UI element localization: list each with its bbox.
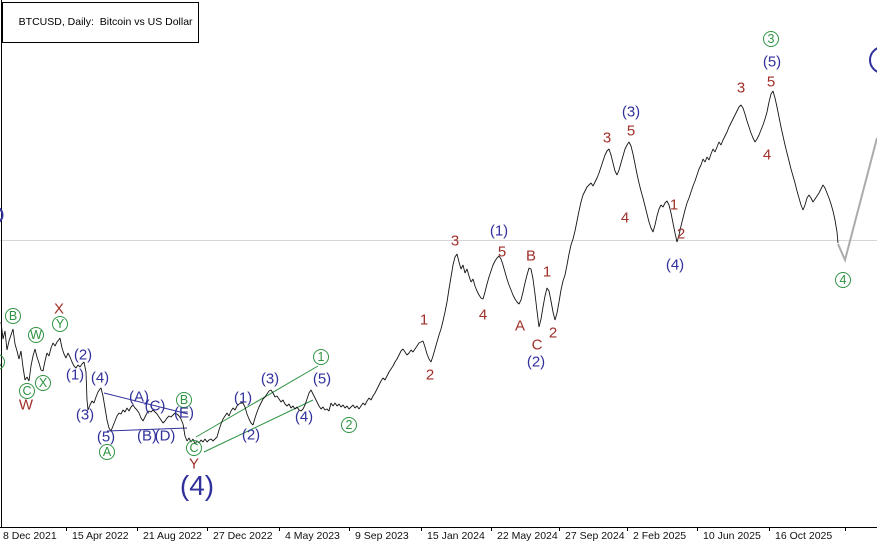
wave-label-minor-3[interactable]: 3 [736, 79, 746, 97]
wave-label-circled-A[interactable]: A [99, 444, 115, 460]
wave-label-intermediate-3[interactable]: (3) [260, 370, 280, 388]
axis-date-label: 9 Sep 2023 [355, 530, 409, 542]
wave-label-intermediate-4[interactable]: (4) [665, 256, 685, 274]
wave-label-intermediate-5[interactable]: (5) [312, 370, 332, 388]
partial-circle-label[interactable] [869, 46, 877, 74]
axis-date-label: 15 Jan 2024 [427, 530, 485, 542]
axis-date-label: 16 Oct 2025 [775, 530, 833, 542]
wave-label-minor-3[interactable]: 3 [602, 129, 612, 147]
wave-label-intermediate-2[interactable]: (2) [73, 346, 93, 364]
axis-date-label: 4 May 2023 [285, 530, 340, 542]
wave-label-intermediate-D[interactable]: (D) [154, 427, 176, 445]
wave-label-intermediate-A[interactable]: (A) [129, 388, 149, 406]
wave-label-intermediate-B[interactable]: (B) [137, 427, 157, 445]
wave-label-minor-A[interactable]: A [514, 317, 526, 335]
wave-label-minor-4[interactable]: 4 [478, 306, 488, 324]
axis-date-label: 22 May 2024 [497, 530, 558, 542]
wave-label-minor-5[interactable]: 5 [497, 243, 507, 261]
wave-label-circled-Y[interactable]: Y [52, 316, 68, 332]
wave-label-minor-Y[interactable]: Y [188, 455, 200, 473]
wave-label-minor-1[interactable]: 1 [419, 311, 429, 329]
axis-date-label: 10 Jun 2025 [703, 530, 761, 542]
axis-date-label: 8 Dec 2021 [3, 530, 57, 542]
wave-label-intermediate-E[interactable]: (E) [174, 404, 194, 422]
wave-label-minor-2[interactable]: 2 [425, 366, 435, 384]
wave-label-circled-2[interactable]: 2 [341, 417, 357, 433]
wave-label-minor-X[interactable]: X [53, 300, 65, 318]
wave-label-circled-B[interactable]: B [5, 308, 21, 324]
axis-date-label: 21 Aug 2022 [143, 530, 202, 542]
triangle-line-lower[interactable] [106, 427, 188, 432]
projection-line[interactable] [837, 137, 877, 264]
wave-label-circled-3[interactable]: 3 [763, 31, 779, 47]
wave-label-minor-3[interactable]: 3 [450, 232, 460, 250]
wave-label-circled-1[interactable]: 1 [313, 349, 329, 365]
wave-label-minor-4[interactable]: 4 [620, 209, 630, 227]
wave-label-intermediate-2[interactable]: (2) [526, 353, 546, 371]
wave-label-circled-A[interactable]: A [0, 354, 5, 370]
wave-label-minor-B[interactable]: B [525, 247, 537, 265]
axis-date-label: 15 Apr 2022 [72, 530, 129, 542]
wave-label-circled-C[interactable]: C [186, 440, 202, 456]
wave-label-intermediate-2[interactable]: (2) [241, 426, 261, 444]
wave-label-intermediate-1[interactable]: (1) [65, 366, 85, 384]
axis-date-label: 27 Dec 2022 [213, 530, 273, 542]
wave-label-circled-X[interactable]: X [35, 375, 51, 391]
wave-label-intermediate-3[interactable]: (3) [621, 103, 641, 121]
price-line [0, 90, 839, 445]
channel-line-upper[interactable] [195, 365, 319, 438]
wave-label-intermediate-5[interactable]: (5) [96, 428, 116, 446]
wave-label-minor-4[interactable]: 4 [762, 146, 772, 164]
wave-label-circled-B[interactable]: B [176, 392, 192, 408]
wave-label-intermediate-4[interactable]: (4) [90, 369, 110, 387]
wave-label-primary-4[interactable]: (4) [179, 470, 215, 501]
chart-title-box: BTCUSD, Daily: Bitcoin vs US Dollar [2, 2, 199, 43]
wave-label-minor-C[interactable]: C [531, 336, 543, 354]
partial-circle-label[interactable] [0, 205, 4, 225]
wave-label-intermediate-1[interactable]: (1) [233, 389, 253, 407]
wave-label-minor-5[interactable]: 5 [626, 122, 636, 140]
wave-label-intermediate-3[interactable]: (3) [75, 406, 95, 424]
wave-label-minor-1[interactable]: 1 [542, 263, 552, 281]
wave-label-minor-1[interactable]: 1 [669, 196, 679, 214]
wave-label-circled-4[interactable]: 4 [835, 272, 851, 288]
wave-label-intermediate-5[interactable]: (5) [762, 53, 782, 71]
wave-label-intermediate-4[interactable]: (4) [294, 408, 314, 426]
axis-date-label: 2 Feb 2025 [633, 530, 687, 542]
axis-date-label: 27 Sep 2024 [565, 530, 625, 542]
wave-label-minor-2[interactable]: 2 [548, 324, 558, 342]
wave-label-circled-W[interactable]: W [28, 327, 44, 343]
chart-title: BTCUSD, Daily: Bitcoin vs US Dollar [18, 16, 193, 28]
wave-label-minor-2[interactable]: 2 [676, 225, 686, 243]
triangle-line-upper[interactable] [103, 392, 189, 415]
wave-label-circled-C[interactable]: C [19, 383, 35, 399]
wave-label-intermediate-C[interactable]: (C) [144, 397, 166, 415]
wave-label-intermediate-1[interactable]: (1) [489, 222, 509, 240]
wave-label-minor-W[interactable]: W [18, 396, 34, 414]
wave-label-minor-5[interactable]: 5 [766, 73, 776, 91]
